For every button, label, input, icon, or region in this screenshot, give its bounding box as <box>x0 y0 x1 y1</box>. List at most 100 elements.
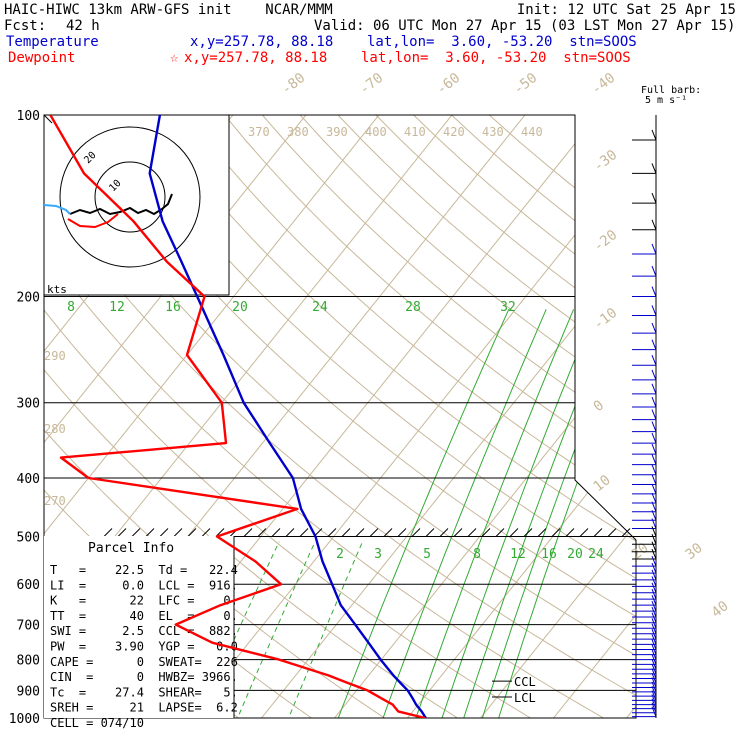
wind-barb <box>632 474 657 486</box>
wind-barb <box>632 548 657 560</box>
wind-barb <box>632 443 657 455</box>
wind-barb <box>632 623 657 635</box>
theta-low-label: 270 <box>44 494 66 508</box>
wind-barb <box>632 163 657 174</box>
wind-barb-flag <box>651 690 657 701</box>
wind-barb-flag <box>651 409 657 420</box>
pressure-tick-400: 400 <box>17 472 40 487</box>
hatch-mark <box>425 528 435 537</box>
wind-barb-flag <box>651 600 657 612</box>
theta-label: 430 <box>482 125 504 139</box>
wind-barb-flag <box>651 243 657 255</box>
hatch-mark <box>341 528 351 537</box>
wind-barb-flag <box>651 698 657 709</box>
dry-adiabat-450 <box>451 115 636 718</box>
mixing-ratio-label: 3 <box>374 547 382 562</box>
wind-barb <box>632 492 657 504</box>
isotherm--50 <box>44 115 391 718</box>
wind-barb <box>632 541 657 553</box>
isotherm-40 <box>542 115 636 718</box>
hatch-mark <box>481 528 491 537</box>
isotherm-label: -80 <box>279 70 309 98</box>
mixing-ratio-8 <box>332 309 510 718</box>
wind-barb-flag <box>651 562 657 574</box>
mixing-ratio-24 <box>459 309 614 718</box>
hatch-mark <box>187 528 197 537</box>
wind-barb <box>632 286 657 298</box>
wind-barb <box>632 588 657 600</box>
mixing-ratio-label: 12 <box>510 547 526 562</box>
pressure-tick-200: 200 <box>17 291 40 306</box>
wind-barb <box>632 562 657 574</box>
wind-barb <box>632 432 657 444</box>
pressure-tick-600: 600 <box>17 578 40 593</box>
wind-barb-flag <box>651 534 657 545</box>
mixing-ratio-label: 5 <box>423 547 431 562</box>
header-title: HAIC-HIWC 13km ARW-GFS init NCAR/MMM <box>4 2 333 18</box>
hatch-mark <box>453 528 463 537</box>
hatch-mark <box>439 528 449 537</box>
isotherm-label: -20 <box>591 227 621 255</box>
wind-barb-flag <box>651 649 657 660</box>
hatch-mark <box>243 528 253 537</box>
theta-label: 400 <box>365 125 387 139</box>
wind-barb-flag <box>651 681 657 693</box>
parcel-info-row: CIN = 0 HWBZ= 3966. <box>50 670 238 684</box>
wind-barb <box>632 534 657 545</box>
wind-barb-flag <box>651 623 657 634</box>
wind-barb-flag <box>651 192 657 204</box>
isotherm-0 <box>250 115 636 718</box>
wind-barb <box>632 694 657 706</box>
dewpoint-legend: Dewpoint <box>8 50 76 66</box>
wind-barb <box>632 698 657 710</box>
wind-barb-flag <box>651 694 657 705</box>
parcel-info-row: SREH = 21 LAPSE= 6.2 <box>50 701 238 715</box>
wind-barb-flag <box>651 369 657 381</box>
wind-barb <box>632 192 657 204</box>
hatch-mark <box>537 528 547 537</box>
hatch-mark <box>565 528 575 537</box>
hatch-mark <box>145 528 155 537</box>
level-marker-ccl: CCL <box>514 675 536 689</box>
wind-barb <box>632 706 657 718</box>
theta-low-label: 280 <box>44 422 66 436</box>
dry-adiabat-310 <box>44 115 553 718</box>
pressure-tick-800: 800 <box>17 654 40 669</box>
isotherm-label: -70 <box>357 70 387 98</box>
wind-barb <box>632 454 657 466</box>
wind-barb-flag <box>651 305 657 316</box>
wind-barb <box>632 421 657 433</box>
hatch-mark <box>579 528 589 537</box>
hatch-mark <box>257 528 267 537</box>
parcel-info-row: T = 22.5 Td = 22.4 <box>50 563 238 577</box>
wind-barb <box>632 265 657 277</box>
wind-barb <box>632 355 657 366</box>
mixing-ratio-label: 24 <box>312 300 328 315</box>
hodograph-trace <box>69 193 173 216</box>
pressure-tick-100: 100 <box>17 109 40 124</box>
wind-barb <box>632 582 657 594</box>
wind-barb-flag <box>651 677 657 688</box>
wind-barb <box>632 628 657 640</box>
wind-barb-flag <box>651 668 657 679</box>
hatch-mark <box>103 528 113 537</box>
parcel-info-row: SWI = 2.5 CCL = 882. <box>50 624 238 638</box>
theta-label: 390 <box>326 125 348 139</box>
hatch-mark <box>523 528 533 537</box>
mixing-ratio-label: 20 <box>567 547 583 562</box>
parcel-info-row: PW = 3.90 YGP = 0.0 <box>50 640 238 654</box>
wind-barb <box>632 501 657 513</box>
hodograph-box <box>43 114 230 296</box>
wind-barb-flag <box>651 510 657 521</box>
wind-barb-flag <box>651 659 657 670</box>
wind-barb <box>632 339 657 351</box>
hodograph-trace-high <box>43 204 71 215</box>
parcel-info-row: CAPE = 0 SWEAT= 226 <box>50 655 238 669</box>
wind-barb <box>632 595 657 606</box>
mixing-ratio-16 <box>411 309 575 718</box>
wind-barb <box>632 690 657 701</box>
sounding-profiles <box>49 115 427 718</box>
theta-label: 410 <box>404 125 426 139</box>
